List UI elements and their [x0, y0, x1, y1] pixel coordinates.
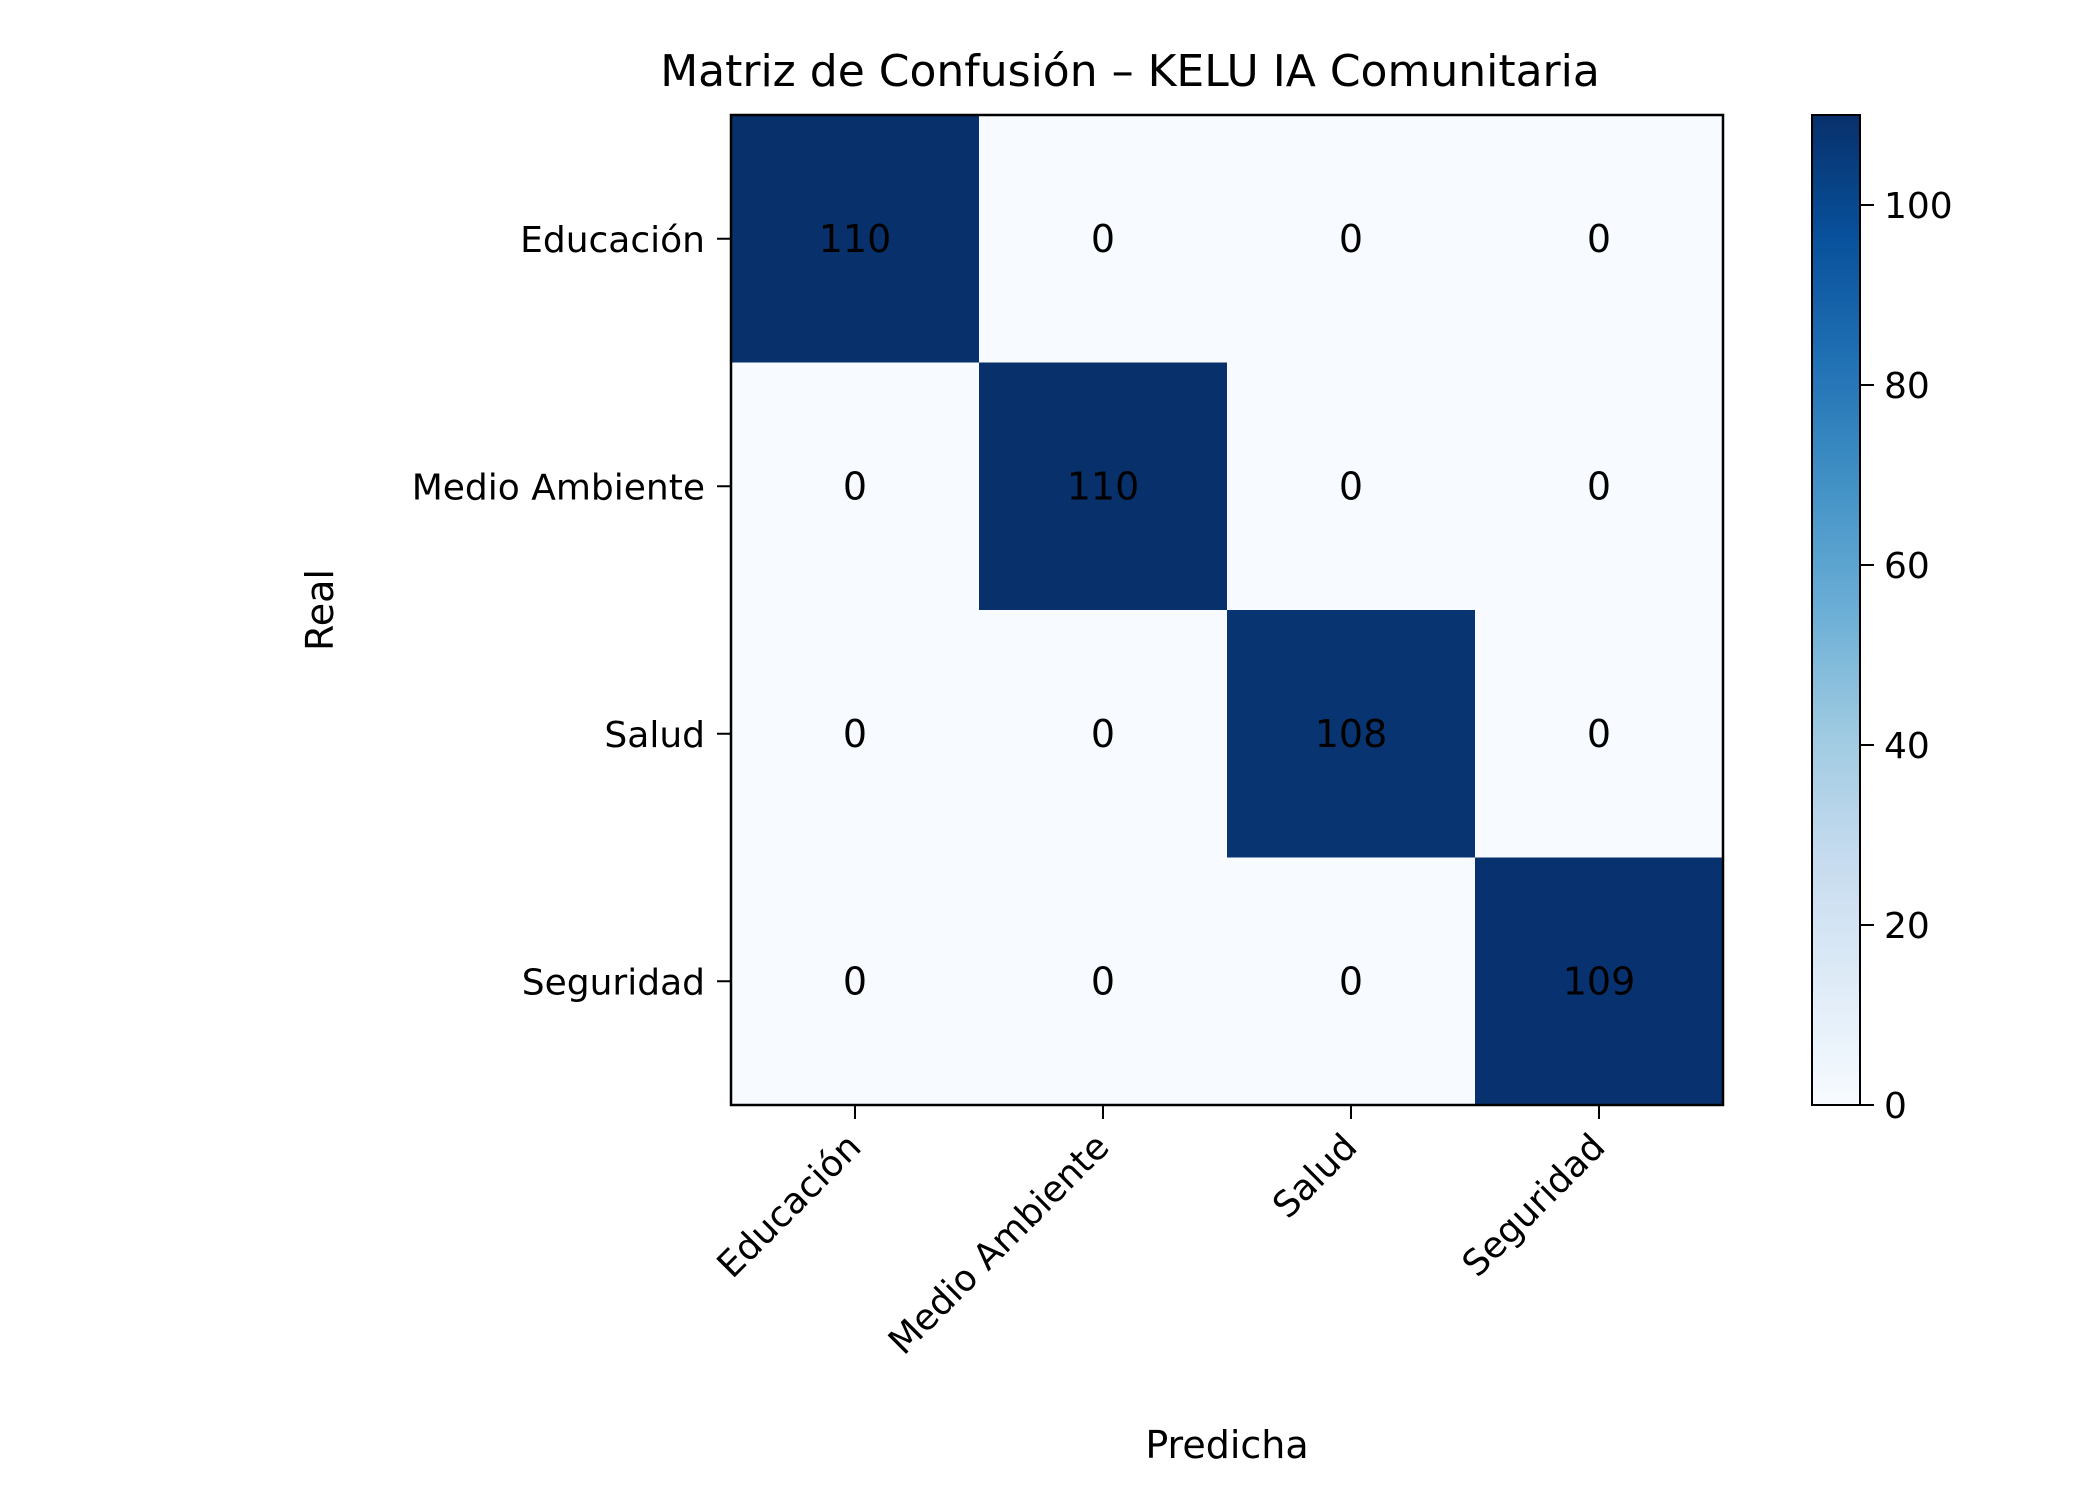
matrix-cell-value: 0 [1091, 959, 1115, 1003]
colorbar-ticks: 0 20 40 60 80 100 [1860, 186, 1953, 1127]
matrix-cell [1475, 115, 1724, 363]
matrix-cell [1475, 362, 1724, 611]
matrix-cell-value: 0 [843, 959, 867, 1003]
matrix-cell [1475, 610, 1724, 858]
matrix-cell [1227, 610, 1476, 858]
matrix-cell [731, 362, 980, 611]
y-tick-label: Medio Ambiente [412, 467, 705, 508]
matrix-cell-value: 109 [1563, 959, 1636, 1003]
colorbar-tick-label: 0 [1884, 1086, 1907, 1127]
matrix-cell-value: 110 [1067, 464, 1140, 508]
matrix-cell [1227, 857, 1476, 1106]
matrix-cell-value: 0 [1091, 217, 1115, 261]
matrix-cell [1475, 857, 1724, 1106]
colorbar-tick-label: 100 [1884, 186, 1953, 227]
matrix-cell-value: 0 [1587, 464, 1611, 508]
matrix-cell [731, 115, 980, 363]
matrix-cell [979, 362, 1228, 611]
y-axis-ticks: Educación Medio Ambiente Salud Seguridad [412, 220, 731, 1003]
y-tick-label: Educación [520, 220, 705, 261]
colorbar-tick-label: 60 [1884, 546, 1930, 587]
matrix-cell [979, 610, 1228, 858]
matrix-cell-labels: 110 0 0 0 0 110 0 0 0 0 108 0 0 0 0 109 [819, 217, 1636, 1004]
matrix-cell-value: 0 [1587, 217, 1611, 261]
matrix-cell-value: 0 [843, 464, 867, 508]
chart-title: Matriz de Confusión – KELU IA Comunitari… [660, 46, 1600, 97]
matrix-cell [979, 857, 1228, 1106]
matrix-cell-value: 108 [1315, 712, 1388, 756]
matrix-cell [731, 610, 980, 858]
matrix-cell-value: 0 [1339, 217, 1363, 261]
matrix-cell-value: 110 [819, 217, 892, 261]
y-axis-label: Real [298, 569, 342, 651]
matrix-cell [979, 115, 1228, 363]
matrix-cell [1227, 362, 1476, 611]
y-tick-label: Seguridad [522, 962, 705, 1003]
matrix-cell-value: 0 [1339, 959, 1363, 1003]
plot-frame [729, 113, 1725, 1107]
matrix-cell [731, 857, 980, 1106]
colorbar-gradient [1811, 114, 1861, 1106]
matrix-cells [731, 115, 1724, 1106]
colorbar: 0 20 40 60 80 100 [1811, 114, 1953, 1127]
matrix-cell-value: 0 [1091, 712, 1115, 756]
colorbar-tick-label: 20 [1884, 906, 1930, 947]
matrix-cell-value: 0 [843, 712, 867, 756]
colorbar-tick-label: 80 [1884, 366, 1930, 407]
y-tick-label: Salud [604, 715, 705, 756]
matrix-cell-value: 0 [1339, 464, 1363, 508]
colorbar-tick-label: 40 [1884, 726, 1930, 767]
matrix-cell-value: 0 [1587, 712, 1611, 756]
matrix-cell [1227, 115, 1476, 363]
x-axis-label: Predicha [1145, 1423, 1308, 1467]
